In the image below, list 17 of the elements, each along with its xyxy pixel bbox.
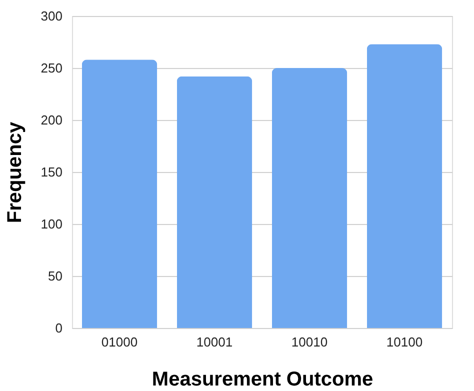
x-axis-title: Measurement Outcome: [152, 368, 374, 390]
bar: [176, 76, 252, 328]
x-tick-label: 10010: [291, 334, 328, 350]
bar: [272, 68, 348, 328]
y-tick-label: 250: [40, 60, 62, 76]
bar: [366, 44, 442, 328]
y-tick-label: 50: [48, 268, 62, 284]
x-tick-label: 10001: [196, 334, 233, 350]
y-tick-label: 0: [55, 320, 62, 336]
y-tick-label: 300: [40, 8, 62, 24]
x-tick-label: 01000: [101, 334, 138, 350]
y-axis-title: Frequency: [4, 121, 26, 224]
y-tick-label: 150: [40, 164, 62, 180]
bar: [82, 60, 158, 328]
y-tick-label: 200: [40, 112, 62, 128]
y-tick-label: 100: [40, 216, 62, 232]
x-tick-label: 10100: [386, 334, 423, 350]
